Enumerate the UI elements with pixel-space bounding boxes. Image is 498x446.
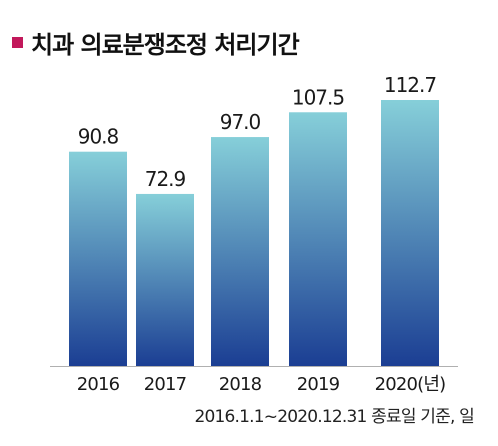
x-tick-label: 2020(년) <box>375 374 446 395</box>
value-label: 112.7 <box>384 73 437 97</box>
value-label: 97.0 <box>220 110 261 134</box>
bar-2018 <box>211 137 269 366</box>
title-marker-square <box>12 36 23 48</box>
bar-2017 <box>136 193 194 366</box>
bar-2019 <box>289 112 347 367</box>
bars-group <box>69 100 439 367</box>
x-tick-label: 2018 <box>219 374 262 395</box>
x-tick-label: 2017 <box>144 374 187 395</box>
value-labels-group: 90.8 72.9 97.0 107.5 112.7 <box>78 73 438 191</box>
x-tick-label: 2019 <box>297 374 340 395</box>
bar-2016 <box>69 151 127 366</box>
value-label: 90.8 <box>78 125 119 149</box>
x-tick-label: 2016 <box>77 374 120 395</box>
chart-title: 치과 의료분쟁조정 처리기간 <box>31 30 300 59</box>
value-label: 72.9 <box>145 167 186 191</box>
chart-title-row: 치과 의료분쟁조정 처리기간 <box>12 22 300 62</box>
x-axis-labels-group: 2016 2017 2018 2019 2020(년) <box>77 374 447 395</box>
value-label: 107.5 <box>292 85 344 109</box>
footnote: 2016.1.1~2020.12.31 종료일 기준, 일 <box>194 407 474 427</box>
bar-2020(년) <box>381 100 439 366</box>
